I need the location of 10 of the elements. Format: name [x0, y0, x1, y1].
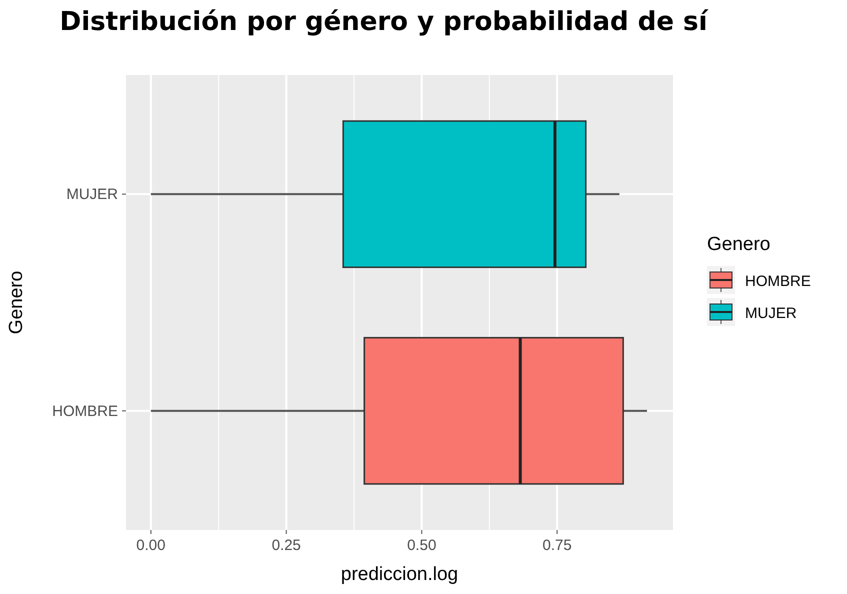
legend-title: Genero	[707, 234, 770, 255]
x-tick-label: 0.00	[136, 537, 166, 554]
x-tick-label: 0.25	[272, 537, 301, 554]
x-tick-label: 0.50	[407, 537, 436, 554]
x-tick-label: 0.75	[542, 537, 572, 554]
legend-label: HOMBRE	[745, 273, 811, 290]
y-axis-title: Genero	[6, 270, 27, 334]
x-axis-title: prediccion.log	[340, 564, 458, 585]
chart-title: Distribución por género y probabilidad de sí	[60, 7, 710, 37]
legend-label: MUJER	[745, 305, 797, 322]
